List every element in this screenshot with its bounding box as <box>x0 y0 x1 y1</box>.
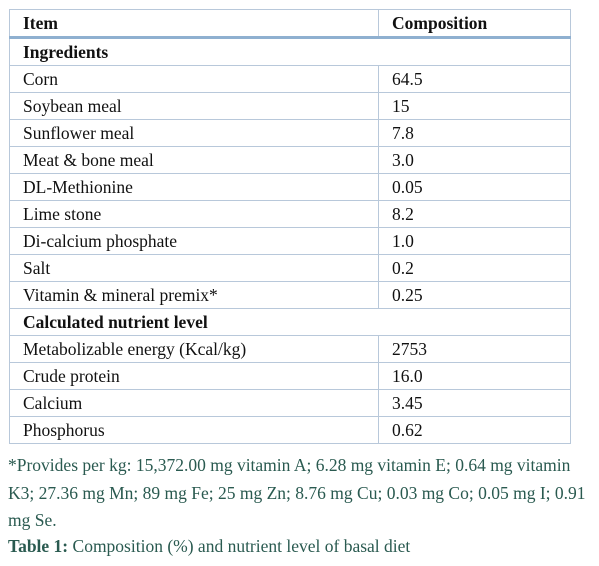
composition-cell: 8.2 <box>378 200 571 228</box>
table-row: Lime stone 8.2 <box>9 200 571 228</box>
composition-cell: 15 <box>378 92 571 120</box>
item-cell: Sunflower meal <box>9 119 379 147</box>
item-cell: Calcium <box>9 389 379 417</box>
composition-cell: 2753 <box>378 335 571 363</box>
composition-cell: 0.2 <box>378 254 571 282</box>
section-title: Ingredients <box>9 37 571 66</box>
table-wrap: Item Composition Ingredients Corn 64.5 Soyb… <box>9 9 571 444</box>
table-row: Sunflower meal 7.8 <box>9 119 571 147</box>
composition-cell: 3.45 <box>378 389 571 417</box>
composition-cell: 0.05 <box>378 173 571 201</box>
table-row: Metabolizable energy (Kcal/kg) 2753 <box>9 335 571 363</box>
header-row: Item Composition <box>9 9 571 39</box>
item-cell: Soybean meal <box>9 92 379 120</box>
item-cell: Crude protein <box>9 362 379 390</box>
composition-cell: 0.25 <box>378 281 571 309</box>
composition-cell: 0.62 <box>378 416 571 444</box>
item-cell: Metabolizable energy (Kcal/kg) <box>9 335 379 363</box>
table-row: Di-calcium phosphate 1.0 <box>9 227 571 255</box>
item-cell: Phosphorus <box>9 416 379 444</box>
section-row: Calculated nutrient level <box>9 308 571 336</box>
table-row: Corn 64.5 <box>9 65 571 93</box>
table-row: Calcium 3.45 <box>9 389 571 417</box>
composition-cell: 1.0 <box>378 227 571 255</box>
table: Item Composition Ingredients Corn 64.5 Soyb… <box>9 9 571 444</box>
table-row: DL-Methionine 0.05 <box>9 173 571 201</box>
composition-cell: 7.8 <box>378 119 571 147</box>
table-row: Phosphorus 0.62 <box>9 416 571 444</box>
section-row: Ingredients <box>9 37 571 66</box>
item-cell: Corn <box>9 65 379 93</box>
table-row: Vitamin & mineral premix* 0.25 <box>9 281 571 309</box>
table-body: Ingredients Corn 64.5 Soybean meal 15 Sunflow… <box>9 37 571 444</box>
caption: Table 1: Composition (%) and nutrient le… <box>8 536 410 557</box>
header-cell: Item <box>9 9 379 39</box>
item-cell: Lime stone <box>9 200 379 228</box>
caption-label: Table 1: <box>8 536 69 556</box>
item-cell: DL-Methionine <box>9 173 379 201</box>
table-row: Meat & bone meal 3.0 <box>9 146 571 174</box>
section-title: Calculated nutrient level <box>9 308 571 336</box>
header-cell: Composition <box>378 9 571 39</box>
item-cell: Vitamin & mineral premix* <box>9 281 379 309</box>
footnote: *Provides per kg: 15,372.00 mg vitamin A… <box>8 455 586 530</box>
item-cell: Salt <box>9 254 379 282</box>
item-cell: Meat & bone meal <box>9 146 379 174</box>
composition-cell: 3.0 <box>378 146 571 174</box>
table-row: Salt 0.2 <box>9 254 571 282</box>
caption-text: Composition (%) and nutrient level of ba… <box>72 536 411 556</box>
composition-cell: 16.0 <box>378 362 571 390</box>
table-row: Soybean meal 15 <box>9 92 571 120</box>
composition-cell: 64.5 <box>378 65 571 93</box>
table-row: Crude protein 16.0 <box>9 362 571 390</box>
item-cell: Di-calcium phosphate <box>9 227 379 255</box>
